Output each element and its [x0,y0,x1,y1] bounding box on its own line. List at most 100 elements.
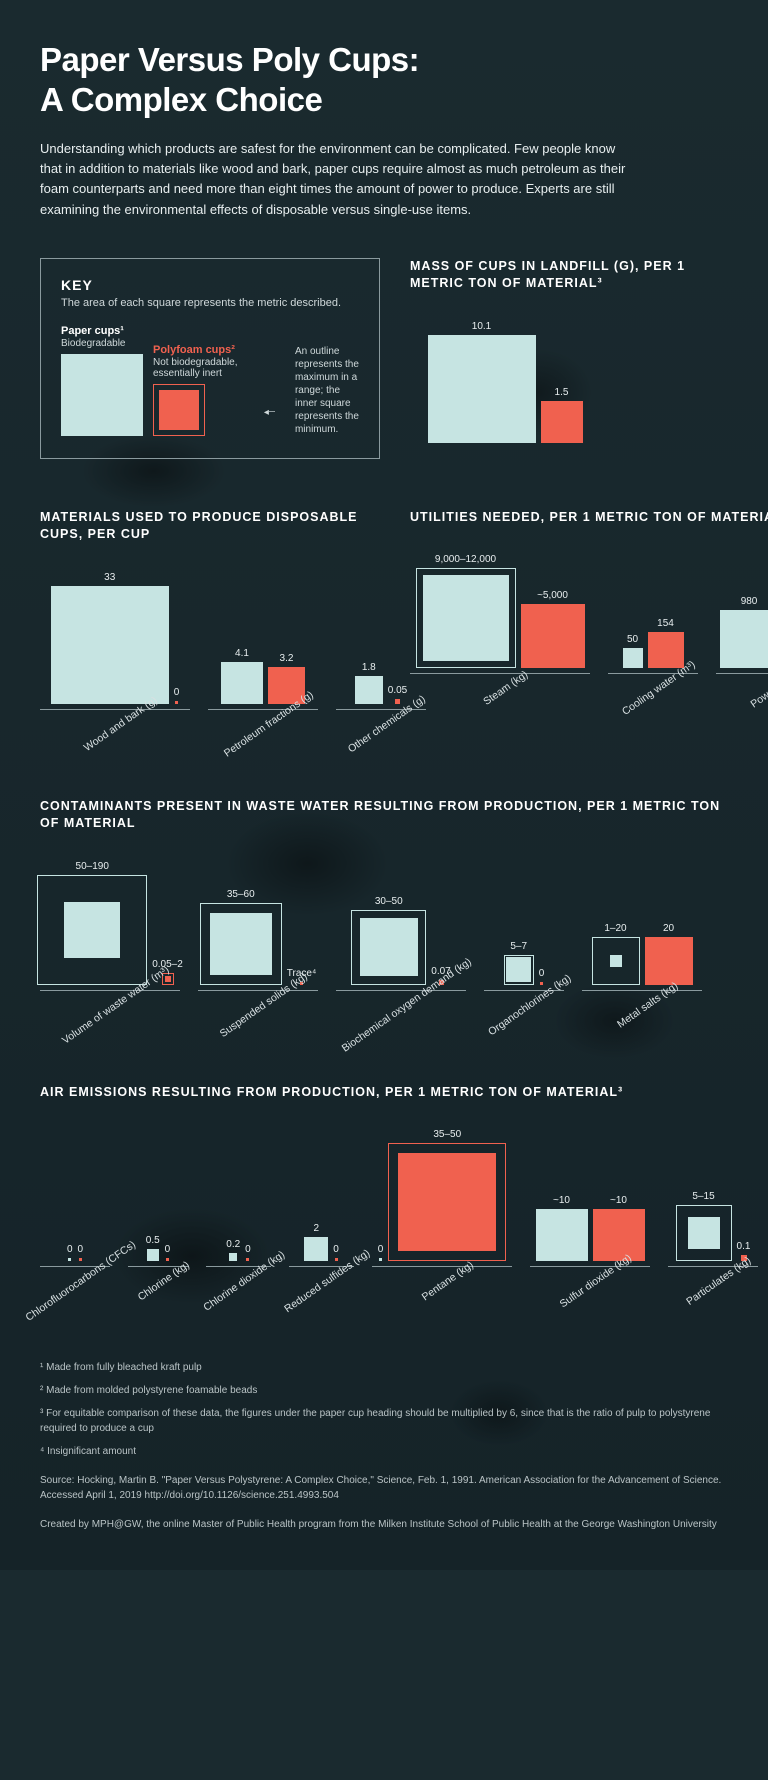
value-label: 0 [245,1244,251,1255]
chart-item: 35–60Trace⁴Suspended solids (kg) [198,889,318,1029]
key-sub: The area of each square represents the m… [61,297,359,309]
square-inner [360,918,418,976]
chart-item: 10.1 1.5 [410,321,600,448]
value-label: 50–190 [76,861,109,872]
value-label: 0.2 [226,1239,240,1250]
value-label: 154 [657,618,674,629]
value-label: 1–20 [604,923,626,934]
square-inner [688,1217,720,1249]
square [504,955,534,985]
value-label: 3.2 [280,653,294,664]
axis-label: Chlorine (kg) [133,1256,201,1317]
square [68,1258,71,1261]
footnote-credit: Created by MPH@GW, the online Master of … [40,1517,728,1532]
chart-item: 50154Cooling water (m³) [608,618,698,712]
footnote-2: ² Made from molded polystyrene foamable … [40,1383,728,1398]
axis-label: Reduced sulfides (kg) [295,1255,367,1318]
footnote-1: ¹ Made from fully bleached kraft pulp [40,1360,728,1375]
square [229,1253,237,1261]
key-poly-label: Polyfoam cups² [153,344,244,356]
utilities-chart: 9,000–12,000~5,000Steam (kg)50154Cooling… [410,554,768,712]
square-inner [506,957,531,982]
square [147,1249,159,1261]
chart-item: 5–70Organochlorines (kg) [484,941,564,1029]
value-label: 35–50 [433,1129,461,1140]
square [37,875,147,985]
value-label: 5–15 [692,1191,714,1202]
chart-item: 4.13.2Petroleum fractions (g) [208,648,318,748]
square [51,586,169,704]
square [304,1237,328,1261]
value-label: ~10 [610,1195,627,1206]
value-label: 30–50 [375,896,403,907]
chart-item: 980120–180Power (kWh) [716,596,768,712]
chart-item: 5–150.1Particulates (kg) [668,1191,758,1305]
value-label: 0 [78,1244,84,1255]
square [200,903,282,985]
axis-line [716,673,768,674]
chart-item: 0.20Chlorine dioxide (kg) [206,1239,271,1305]
contaminants-title: CONTAMINANTS PRESENT IN WASTE WATER RESU… [40,798,728,833]
value-label: 10.1 [472,321,491,332]
square-inner [64,902,120,958]
chart-item: 035–50Pentane (kg) [372,1129,512,1305]
value-label: 50 [627,634,638,645]
key-paper-label: Paper cups¹ [61,325,143,337]
square [351,910,426,985]
page-title: Paper Versus Poly Cups:A Complex Choice [40,40,728,119]
value-label: 980 [741,596,758,607]
square [355,676,383,704]
landfill-chart: 10.1 1.5 [410,321,728,448]
footnote-3: ³ For equitable comparison of these data… [40,1406,728,1436]
value-label: 20 [663,923,674,934]
value-label: 1.5 [555,387,569,398]
square [246,1258,249,1261]
contaminants-chart: 50–1900.05–2Volume of waste water (m³)35… [40,861,728,1029]
square [416,568,516,668]
chart-item: 00Chlorofluorocarbons (CFCs) [40,1244,110,1305]
key-arrow: ◂┄ [264,407,275,418]
value-label: ~5,000 [537,590,568,601]
value-label: 0 [333,1244,339,1255]
square [720,610,768,668]
key-panel: KEY The area of each square represents t… [40,258,380,459]
utilities-title: UTILITIES NEEDED, PER 1 METRIC TON OF MA… [410,509,768,527]
axis-label: Chlorofluorocarbons (CFCs) [46,1253,122,1319]
square-inner [210,913,272,975]
square [166,1258,169,1261]
value-label: 9,000–12,000 [435,554,496,565]
chart-item: 330Wood and bark (g) [40,572,190,748]
square [592,937,640,985]
footnotes: ¹ Made from fully bleached kraft pulp ² … [40,1360,728,1532]
value-label: 0.5 [146,1235,160,1246]
value-label: 0 [378,1244,384,1255]
key-poly-inner [159,390,199,430]
value-label: 2 [313,1223,319,1234]
footnote-source: Source: Hocking, Martin B. "Paper Versus… [40,1473,728,1503]
chart-item: 30–500.07Biochemical oxygen demand (kg) [336,896,466,1029]
square [79,1258,82,1261]
value-label: 1.8 [362,662,376,673]
square [676,1205,732,1261]
square [623,648,643,668]
landfill-title: MASS OF CUPS IN LANDFILL (G), PER 1 METR… [410,258,728,293]
key-heading: KEY [61,277,359,293]
value-label: 0.05 [388,685,407,696]
square [541,401,583,443]
square [221,662,263,704]
key-paper-swatch [61,354,143,436]
materials-title: MATERIALS USED TO PRODUCE DISPOSABLE CUP… [40,509,380,544]
square-inner [610,955,622,967]
value-label: 33 [104,572,115,583]
materials-chart: 330Wood and bark (g)4.13.2Petroleum frac… [40,572,380,748]
square-inner [398,1153,496,1251]
value-label: 35–60 [227,889,255,900]
chart-item: 0.50Chlorine (kg) [128,1235,188,1305]
chart-item: 1–2020Metal salts (kg) [582,923,702,1029]
emissions-chart: 00Chlorofluorocarbons (CFCs)0.50Chlorine… [40,1129,728,1305]
square-inner [423,575,509,661]
square [428,335,536,443]
chart-item: ~10~10Sulfur dioxide (kg) [530,1195,650,1305]
value-label: 0 [165,1244,171,1255]
emissions-title: AIR EMISSIONS RESULTING FROM PRODUCTION,… [40,1084,728,1102]
